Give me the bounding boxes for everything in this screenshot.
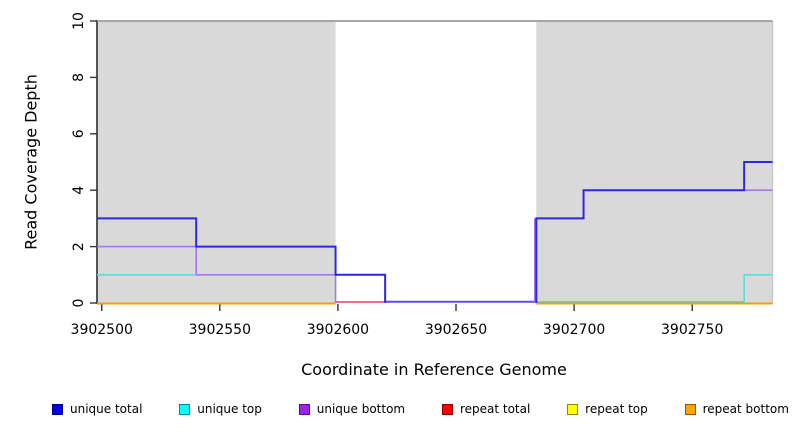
legend-swatch-icon xyxy=(441,403,453,415)
legend-swatch-icon xyxy=(684,403,696,415)
y-tick-label: 0 xyxy=(71,299,87,308)
x-tick-label: 3902650 xyxy=(425,322,487,338)
legend: unique total unique top unique bottom repea… xyxy=(52,398,789,420)
legend-swatch-icon xyxy=(179,403,191,415)
series-segment-unique-top-right xyxy=(743,273,773,303)
series-segment-unique-total-left xyxy=(97,217,387,303)
legend-item-repeat-top: repeat top xyxy=(567,402,648,416)
legend-swatch-icon xyxy=(52,403,63,415)
x-tick-label: 3902500 xyxy=(71,322,133,338)
shaded-region xyxy=(97,21,336,303)
legend-label: repeat top xyxy=(585,402,648,416)
x-tick-label: 3902700 xyxy=(543,322,605,338)
y-tick-label: 2 xyxy=(71,242,87,251)
legend-swatch-icon xyxy=(567,403,579,415)
x-tick-label: 3902550 xyxy=(189,322,251,338)
y-tick-label: 6 xyxy=(71,129,87,138)
y-tick-label: 4 xyxy=(71,186,87,195)
x-axis-title: Coordinate in Reference Genome xyxy=(301,360,567,379)
x-tick-label: 3902750 xyxy=(661,322,723,338)
x-tick-label: 3902600 xyxy=(307,322,369,338)
legend-item-repeat-bottom: repeat bottom xyxy=(684,402,789,416)
y-tick-label: 8 xyxy=(71,73,87,82)
legend-swatch-icon xyxy=(298,403,310,415)
legend-item-unique-total: unique total xyxy=(52,402,142,416)
legend-label: repeat total xyxy=(459,402,531,416)
legend-label: unique top xyxy=(197,402,262,416)
legend-label: unique total xyxy=(70,402,143,416)
shaded-region xyxy=(536,21,773,303)
legend-label: unique bottom xyxy=(316,402,406,416)
y-axis-title: Read Coverage Depth xyxy=(21,74,41,250)
y-tick-label: 10 xyxy=(71,12,87,30)
legend-item-unique-bottom: unique bottom xyxy=(298,402,406,416)
legend-label: repeat bottom xyxy=(702,402,789,416)
legend-item-repeat-total: repeat total xyxy=(441,402,531,416)
legend-item-unique-top: unique top xyxy=(179,402,262,416)
series-segment-unique-total-right xyxy=(535,161,773,303)
